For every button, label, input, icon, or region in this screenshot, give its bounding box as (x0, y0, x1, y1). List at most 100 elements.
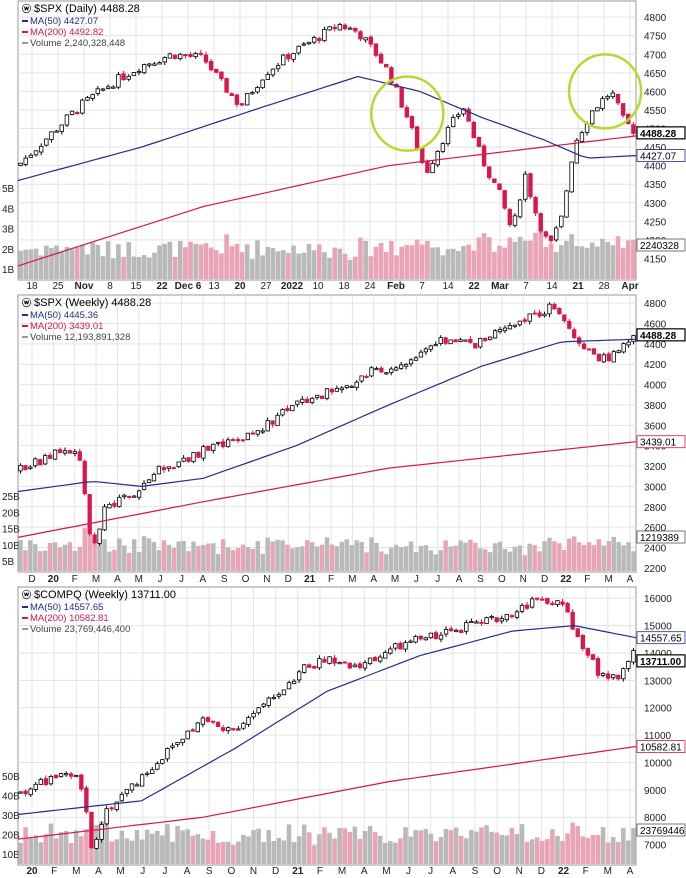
y-tick-label: 4250 (644, 217, 667, 228)
x-tick-label: J (406, 866, 411, 877)
candle-body (369, 367, 374, 377)
volume-bar (626, 840, 631, 864)
candle-body (611, 674, 616, 679)
candle-body (281, 54, 286, 66)
volume-bar (339, 541, 345, 571)
x-tick-label: 14 (546, 281, 558, 292)
candle-body (581, 343, 587, 350)
candle-body (570, 611, 575, 630)
candle-body (413, 636, 418, 643)
candle-body (464, 622, 469, 632)
volume-bar (499, 834, 505, 864)
x-tick-label: F (584, 574, 590, 585)
volume-bar (382, 842, 388, 864)
candle-body (379, 367, 384, 373)
price-label: 13711.00 (640, 657, 682, 668)
candle-body (300, 398, 305, 403)
candle-body (507, 325, 513, 330)
volume-label-box (636, 823, 686, 837)
volume-bar (359, 542, 364, 571)
volume-bar (181, 540, 186, 571)
candle-body (100, 88, 106, 91)
volume-bar (512, 546, 518, 571)
volume-bar (196, 546, 201, 571)
ma200-line (17, 441, 637, 538)
volume-bar (100, 256, 106, 279)
candle-body (458, 339, 463, 342)
volume-bars (18, 231, 636, 279)
volume-bar (464, 838, 469, 864)
volume-bar (58, 832, 64, 864)
volume-bar (43, 834, 49, 864)
price-label: 4488.28 (640, 331, 677, 342)
volume-bar (534, 837, 540, 864)
volume-bar (291, 841, 297, 864)
x-tick-label: Mar (491, 281, 509, 292)
volume-bar (171, 547, 176, 571)
volume-bar (529, 839, 535, 864)
candle-body (265, 74, 270, 80)
volume-bar (235, 548, 241, 571)
y-tick-label: 10000 (644, 758, 672, 769)
candle-body (286, 682, 292, 690)
volume-bar (72, 550, 78, 571)
volume-bar (418, 830, 423, 864)
volume-bar (631, 551, 636, 571)
candle-body (134, 784, 140, 787)
volume-bar (306, 243, 312, 279)
volume-bar (85, 254, 90, 279)
candle-body (468, 338, 473, 343)
volume-bar (311, 250, 317, 279)
ma50-line (17, 338, 637, 493)
candle-body (196, 451, 201, 458)
candle-body (79, 774, 84, 790)
candle-body (337, 662, 342, 665)
price-label-box (636, 631, 686, 645)
x-tick-label: M (382, 866, 390, 877)
volume-bar (162, 243, 168, 279)
candle-body (69, 773, 74, 777)
volume-bar (141, 255, 147, 279)
candle-body (18, 791, 23, 794)
candle-body (178, 53, 183, 60)
volume-tick-label: 50B (2, 772, 20, 783)
candle-body (383, 652, 388, 659)
candle-body (354, 381, 359, 388)
candle-body (523, 173, 528, 200)
candle-body (590, 110, 595, 125)
candle-body (423, 637, 428, 641)
x-tick-label: Apr (621, 281, 638, 292)
candle-body (201, 446, 206, 459)
x-tick-label: D (28, 574, 35, 585)
volume-bar (271, 840, 277, 864)
candle-body (104, 808, 109, 825)
volume-bar (507, 551, 513, 571)
volume-bar (393, 544, 399, 571)
candle-body (295, 400, 300, 405)
volume-bar (102, 539, 107, 571)
plot-frame (17, 294, 637, 573)
candle-body (367, 657, 373, 664)
volume-bar (473, 542, 478, 571)
volume-bar (584, 247, 590, 279)
volume-bar (193, 243, 198, 279)
candle-body (631, 650, 636, 663)
x-tick-label: A (114, 574, 121, 585)
candle-body (314, 394, 320, 398)
volume-bar (548, 243, 554, 279)
x-tick-label: D (285, 574, 292, 585)
volume-bar (458, 540, 463, 571)
volume-bar (590, 835, 596, 864)
volume-bar (33, 544, 38, 571)
y-tick-label: 4200 (644, 360, 667, 371)
volume-bar (170, 841, 175, 864)
volume-bar (443, 540, 448, 571)
volume-bar (175, 825, 180, 864)
volume-bar (38, 842, 44, 864)
y-tick-label: 4800 (644, 13, 667, 24)
volume-bar (52, 542, 58, 571)
candle-body (347, 662, 352, 669)
volume-bar (626, 542, 631, 571)
candle-body (425, 161, 430, 173)
volume-bar (476, 237, 482, 279)
